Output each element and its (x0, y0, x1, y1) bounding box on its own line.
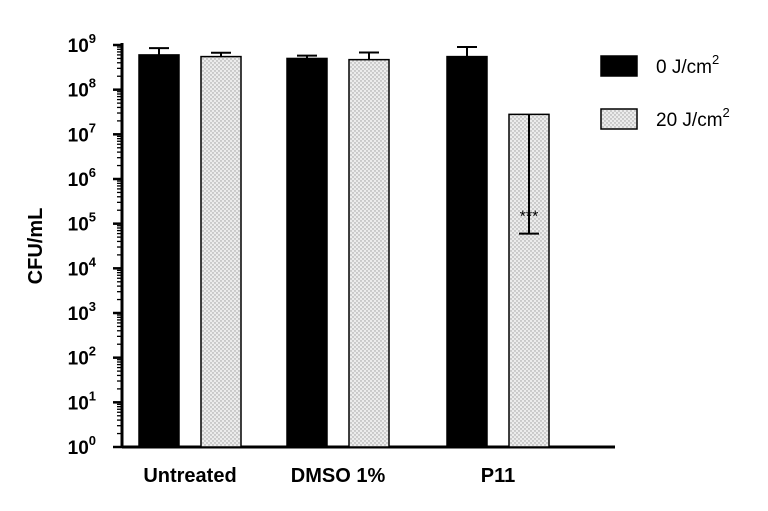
bar-series-1-1 (348, 58, 390, 448)
bar-series-1-0 (200, 55, 242, 448)
bar-series-0-0 (138, 54, 180, 448)
x-category-label: Untreated (143, 465, 236, 487)
bars: *** (138, 46, 550, 448)
y-tick-label: 107 (68, 120, 96, 146)
significance-annotation: *** (520, 209, 539, 226)
y-axis-title: CFU/mL (25, 208, 47, 285)
y-tick-label: 103 (68, 299, 96, 325)
y-tick-label: 108 (68, 76, 96, 102)
x-category-label: P11 (481, 465, 515, 487)
y-tick-label: 109 (68, 31, 96, 57)
y-tick-label: 101 (68, 388, 96, 414)
bar-series-0-2 (446, 55, 488, 448)
y-tick-label: 106 (68, 165, 96, 191)
legend-swatch-1 (600, 108, 638, 130)
legend: 0 J/cm2 20 J/cm2 (600, 52, 730, 131)
y-tick-label: 102 (68, 344, 96, 370)
legend-swatch-0 (600, 55, 638, 77)
y-tick-label: 105 (68, 210, 96, 236)
legend-label-1: 20 J/cm2 (656, 105, 730, 131)
y-tick-label: 100 (68, 433, 96, 459)
y-tick-label: 104 (68, 254, 97, 280)
legend-label-0: 0 J/cm2 (656, 52, 719, 78)
bar-series-0-1 (286, 57, 328, 448)
x-category-label: DMSO 1% (291, 465, 386, 487)
